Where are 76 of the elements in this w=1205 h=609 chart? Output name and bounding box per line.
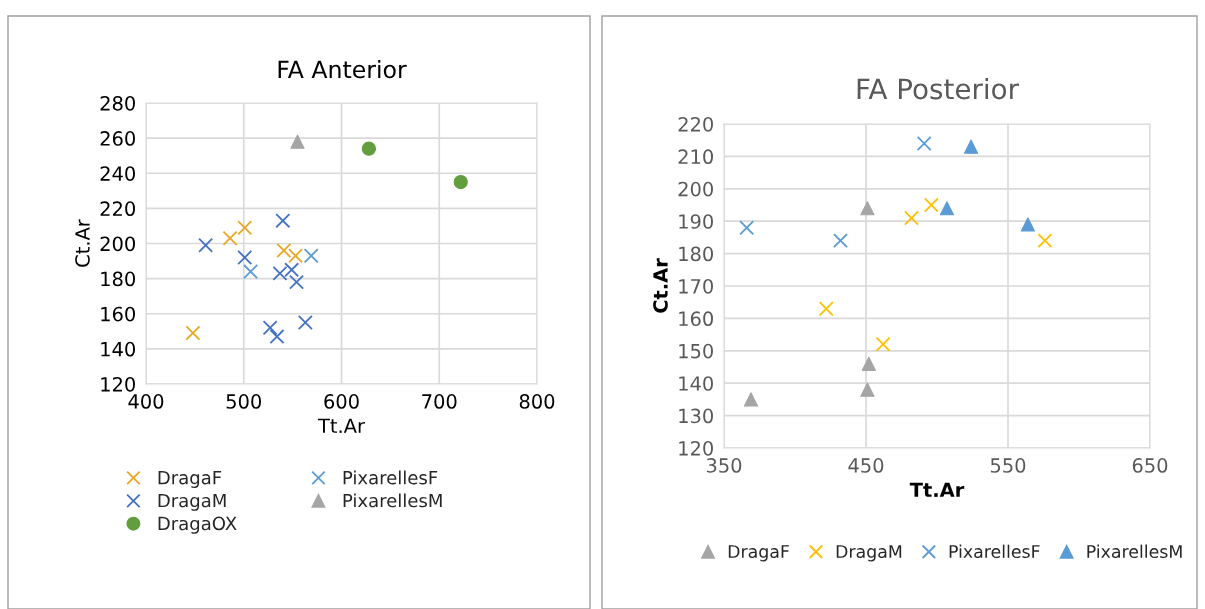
point	[243, 264, 259, 280]
point	[290, 134, 305, 149]
y-tick-label: 160	[679, 311, 713, 327]
x-tick-label: 450	[848, 458, 884, 473]
point	[743, 392, 759, 407]
y-tick-label: 140	[679, 376, 713, 391]
y-tick-label: 240	[100, 166, 135, 181]
x-axis-title: Tt.Ar	[317, 418, 365, 433]
legend-label: DragaM	[158, 493, 226, 511]
point	[275, 213, 291, 229]
point	[860, 382, 875, 397]
x-tick-label: 500	[226, 394, 262, 409]
legend-label: DragaOX	[158, 516, 237, 534]
y-tick-label: 180	[101, 271, 135, 287]
point	[939, 201, 955, 216]
y-tick-label: 190	[679, 214, 713, 229]
point	[269, 329, 285, 345]
y-tick-label: 160	[101, 306, 135, 322]
point	[861, 356, 876, 371]
x-tick-label: 600	[324, 394, 359, 409]
chart-title: FA Posterior	[857, 77, 1020, 100]
point	[903, 210, 919, 226]
point	[262, 320, 278, 336]
x-tick-label: 400	[128, 394, 164, 409]
point	[818, 301, 834, 317]
legend-label: PixarellesF	[343, 470, 438, 485]
x-tick-label: 550	[990, 458, 1026, 473]
y-tick-label: 120	[101, 376, 135, 392]
point	[276, 243, 292, 259]
point	[1037, 233, 1053, 249]
y-tick-label: 120	[679, 440, 713, 456]
y-tick-label: 200	[100, 236, 135, 252]
point	[198, 237, 214, 253]
point	[739, 220, 755, 236]
chart-title: FA Anterior	[278, 60, 407, 79]
point	[832, 233, 848, 249]
point	[361, 141, 376, 156]
legend-label: PixarellesM	[343, 493, 442, 508]
y-axis-title: Ct.Ar	[653, 258, 668, 313]
y-tick-label: 170	[679, 278, 713, 294]
point	[289, 274, 305, 290]
point	[860, 201, 875, 216]
point	[222, 230, 238, 246]
y-tick-label: 210	[678, 149, 713, 165]
point	[875, 336, 891, 352]
legend-label: PixarellesM	[1087, 544, 1182, 559]
y-tick-label: 200	[678, 181, 713, 197]
y-tick-label: 180	[679, 246, 713, 262]
x-axis-title: Tt.Ar	[909, 482, 965, 497]
x-tick-label: 350	[706, 458, 742, 473]
point	[288, 248, 304, 264]
y-tick-label: 220	[678, 116, 713, 132]
y-tick-label: 130	[679, 408, 713, 424]
point	[916, 135, 932, 151]
point	[237, 220, 253, 236]
y-tick-label: 280	[100, 95, 135, 111]
point	[963, 139, 979, 154]
x-tick-label: 650	[1132, 458, 1168, 473]
legend-label: DragaF	[158, 471, 222, 488]
legend-label: DragaF	[728, 545, 789, 562]
y-tick-label: 150	[679, 343, 713, 359]
point	[185, 325, 201, 341]
point	[237, 250, 253, 266]
x-tick-label: 800	[519, 394, 555, 409]
y-tick-label: 140	[101, 341, 135, 357]
y-axis-title: Ct.Ar	[75, 219, 90, 267]
point	[297, 315, 313, 331]
y-tick-label: 260	[100, 131, 135, 146]
legend-label: PixarellesF	[949, 544, 1040, 559]
point	[1020, 217, 1035, 232]
legend-label: DragaM	[836, 545, 902, 562]
x-tick-label: 700	[422, 394, 457, 409]
point	[303, 248, 319, 264]
point	[453, 174, 468, 190]
y-tick-label: 220	[100, 201, 135, 217]
point	[923, 197, 939, 213]
